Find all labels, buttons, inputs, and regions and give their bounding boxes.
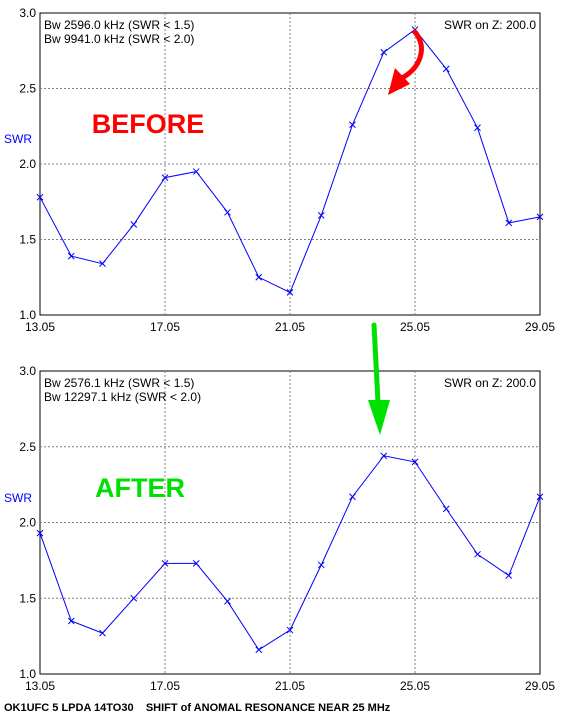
- x-tick-label: 17.05: [150, 679, 180, 693]
- bandwidth-annotation: Bw 2596.0 kHz (SWR < 1.5): [44, 18, 194, 32]
- data-point-marker: [411, 458, 419, 466]
- data-point-marker: [349, 121, 356, 129]
- data-point-marker: [192, 560, 200, 567]
- x-tick-label: 13.05: [25, 679, 55, 693]
- data-point-marker: [286, 626, 294, 634]
- data-point-marker: [99, 629, 106, 637]
- y-tick-label: 2.0: [19, 157, 36, 171]
- arrow-icon: [371, 322, 381, 405]
- data-point-marker: [286, 288, 294, 296]
- data-point-marker: [99, 260, 106, 268]
- data-point-marker: [255, 646, 263, 654]
- arrow-icon: [399, 29, 424, 81]
- data-point-marker: [130, 221, 138, 228]
- data-point-marker: [161, 174, 169, 181]
- data-point-marker: [505, 572, 513, 579]
- data-point-marker: [67, 252, 75, 260]
- data-point-marker: [442, 65, 450, 73]
- y-tick-label: 2.5: [19, 440, 36, 454]
- y-axis-label: SWR: [4, 491, 32, 505]
- data-point-marker: [130, 594, 138, 602]
- x-tick-label: 17.05: [150, 320, 180, 334]
- data-point-marker: [505, 219, 513, 227]
- data-point-marker: [349, 493, 356, 501]
- y-axis-label: SWR: [4, 132, 32, 146]
- swr-reference-annotation: SWR on Z: 200.0: [444, 376, 536, 390]
- x-tick-label: 29.05: [525, 679, 555, 693]
- data-point-marker: [36, 193, 44, 201]
- data-point-marker: [255, 273, 263, 281]
- data-point-marker: [536, 493, 544, 501]
- bandwidth-annotation: Bw 2576.1 kHz (SWR < 1.5): [44, 376, 194, 390]
- x-tick-label: 29.05: [525, 320, 555, 334]
- x-tick-label: 13.05: [25, 320, 55, 334]
- x-tick-label: 21.05: [275, 320, 305, 334]
- y-tick-label: 3.0: [19, 364, 36, 378]
- data-point-marker: [380, 452, 388, 460]
- bandwidth-annotation: Bw 9941.0 kHz (SWR < 2.0): [44, 32, 194, 46]
- bandwidth-annotation: Bw 12297.1 kHz (SWR < 2.0): [44, 390, 201, 404]
- panel-title: AFTER: [95, 473, 185, 503]
- data-point-marker: [224, 597, 231, 605]
- data-point-marker: [317, 211, 325, 219]
- data-point-marker: [442, 505, 450, 513]
- x-tick-label: 21.05: [275, 679, 305, 693]
- y-tick-label: 1.0: [19, 667, 36, 681]
- data-point-marker: [192, 168, 200, 175]
- y-tick-label: 2.5: [19, 82, 36, 96]
- arrow-head-icon: [368, 400, 390, 435]
- figure-caption: OK1UFC 5 LPDA 14TO30 SHIFT of ANOMAL RES…: [4, 702, 391, 714]
- x-tick-label: 25.05: [400, 679, 430, 693]
- data-point-marker: [36, 529, 44, 537]
- y-tick-label: 2.0: [19, 516, 36, 530]
- data-point-marker: [317, 561, 325, 569]
- y-tick-label: 3.0: [19, 6, 36, 20]
- data-point-marker: [224, 208, 231, 216]
- data-point-marker: [536, 213, 544, 221]
- data-point-marker: [474, 124, 481, 132]
- data-point-marker: [67, 617, 75, 625]
- arrow-head-icon: [388, 68, 410, 95]
- y-tick-label: 1.5: [19, 591, 36, 605]
- x-tick-label: 25.05: [400, 320, 430, 334]
- data-point-marker: [474, 550, 481, 558]
- data-point-marker: [380, 48, 388, 56]
- y-tick-label: 1.0: [19, 308, 36, 322]
- data-point-marker: [161, 560, 169, 567]
- y-tick-label: 1.5: [19, 233, 36, 247]
- swr-reference-annotation: SWR on Z: 200.0: [444, 18, 536, 32]
- panel-title: BEFORE: [92, 109, 205, 139]
